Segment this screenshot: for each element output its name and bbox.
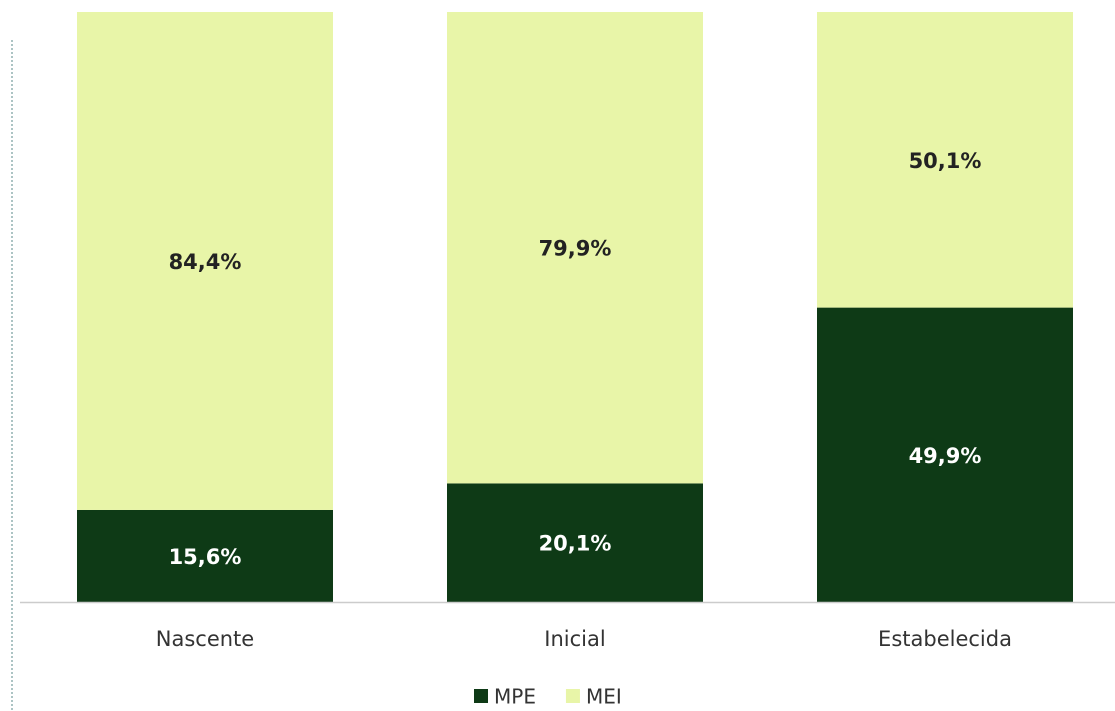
data-label: 84,4% (169, 250, 242, 274)
bar-segment (77, 509, 333, 602)
legend-label: MPE (494, 685, 536, 709)
x-tick-label: Nascente (156, 627, 254, 651)
bar-segment (817, 12, 1073, 308)
legend-label: MEI (586, 685, 622, 709)
bar-segment (817, 307, 1073, 602)
data-label: 20,1% (539, 532, 612, 556)
data-label: 15,6% (169, 545, 242, 569)
bar-segment (447, 12, 703, 484)
bar-segment (77, 12, 333, 510)
data-label: 79,9% (539, 237, 612, 261)
x-tick-label: Inicial (544, 627, 605, 651)
legend-swatch (474, 689, 488, 703)
legend-swatch (565, 689, 580, 703)
bar-segment (447, 483, 703, 602)
data-label: 50,1% (909, 149, 982, 173)
data-label: 49,9% (909, 444, 982, 468)
x-tick-label: Estabelecida (878, 627, 1012, 651)
